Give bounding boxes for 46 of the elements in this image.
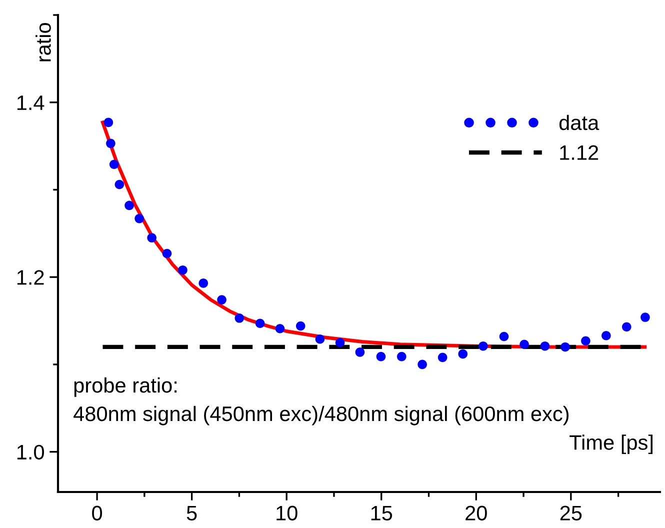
y-tick-label: 1.0 bbox=[17, 444, 44, 460]
point bbox=[162, 248, 172, 258]
legend-label: data bbox=[559, 114, 600, 130]
point bbox=[438, 352, 448, 362]
point bbox=[198, 278, 208, 288]
y-tick-label: 1.4 bbox=[17, 96, 44, 110]
x-tick-label: 15 bbox=[371, 506, 392, 520]
point bbox=[234, 313, 244, 323]
point bbox=[104, 118, 114, 128]
point bbox=[520, 340, 529, 350]
point bbox=[106, 138, 116, 148]
point bbox=[540, 341, 550, 351]
point bbox=[296, 321, 306, 331]
point bbox=[458, 349, 468, 359]
point bbox=[315, 334, 325, 344]
point bbox=[275, 324, 285, 334]
point bbox=[396, 352, 406, 362]
point bbox=[602, 330, 611, 340]
y-tick-label: 1.2 bbox=[17, 270, 44, 285]
annotation: probe ratio: 480nm signal (450nm exc)/480nm signal (600nm exc) bbox=[74, 377, 569, 426]
point bbox=[499, 332, 509, 342]
point bbox=[178, 265, 188, 275]
y-axis-title: ratio bbox=[36, 23, 51, 62]
point bbox=[622, 322, 632, 332]
point bbox=[418, 360, 427, 370]
point bbox=[134, 214, 144, 224]
point bbox=[640, 312, 650, 322]
x-tick-label: 5 bbox=[186, 506, 197, 520]
point bbox=[478, 341, 488, 351]
point bbox=[109, 160, 119, 170]
point bbox=[255, 318, 265, 328]
point bbox=[560, 342, 570, 352]
point bbox=[376, 352, 386, 362]
point bbox=[147, 233, 156, 242]
point bbox=[217, 295, 226, 304]
point bbox=[335, 338, 345, 348]
point bbox=[114, 180, 124, 190]
point bbox=[124, 200, 134, 210]
point bbox=[355, 348, 365, 357]
legend-label: 1.12 bbox=[560, 145, 598, 160]
point bbox=[581, 336, 590, 346]
x-tick-label: 10 bbox=[276, 506, 298, 520]
x-tick-label: 20 bbox=[466, 506, 487, 520]
x-tick-label: 0 bbox=[92, 506, 102, 520]
x-tick-label: 25 bbox=[560, 506, 582, 520]
x-axis-title: Time [ps] bbox=[570, 434, 652, 454]
